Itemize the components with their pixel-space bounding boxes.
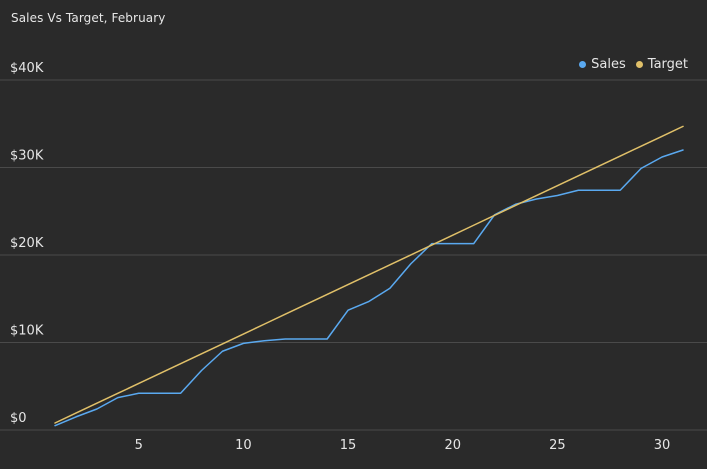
legend-dot-target <box>635 61 643 68</box>
x-tick-label: 25 <box>549 438 566 453</box>
x-tick-label: 10 <box>235 438 252 453</box>
x-tick-label: 30 <box>654 438 671 453</box>
series-line-sales[interactable] <box>54 149 684 427</box>
legend-label-sales: Sales <box>591 57 626 72</box>
legend-item-target[interactable]: Target <box>635 57 688 72</box>
y-tick-label: $10K <box>10 324 44 339</box>
legend-label-target: Target <box>647 57 688 72</box>
chart-legend: Sales Target <box>579 57 688 72</box>
y-tick-label: $20K <box>10 236 44 251</box>
y-tick-label: $30K <box>10 149 44 164</box>
x-tick-label: 15 <box>340 438 357 453</box>
y-tick-label: $40K <box>10 61 44 76</box>
chart-title: Sales Vs Target, February <box>11 11 166 25</box>
legend-dot-sales <box>579 61 587 68</box>
legend-item-sales[interactable]: Sales <box>579 57 626 72</box>
y-tick-label: $0 <box>10 411 27 426</box>
x-tick-label: 20 <box>444 438 461 453</box>
x-tick-label: 5 <box>135 438 143 453</box>
series-line-target[interactable] <box>54 125 684 424</box>
